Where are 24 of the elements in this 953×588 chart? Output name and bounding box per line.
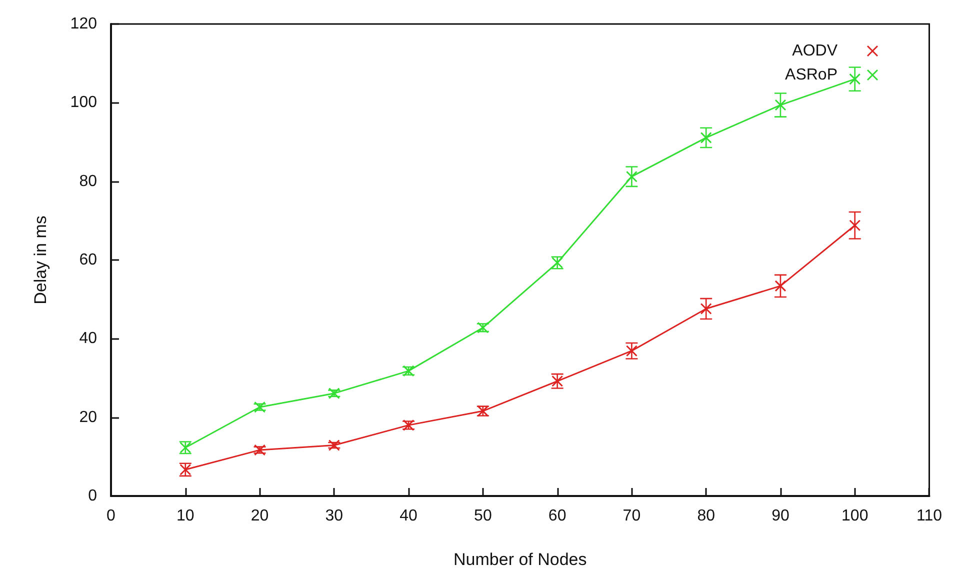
y-tick-label: 80	[79, 172, 98, 190]
x-tick-label: 30	[325, 508, 344, 524]
x-tick-label: 0	[106, 508, 116, 524]
y-tick-label: 20	[79, 408, 98, 426]
y-tick-label: 60	[79, 252, 98, 268]
x-tick-label: 10	[176, 508, 194, 524]
y-tick-label: 120	[70, 16, 98, 32]
x-tick-label: 20	[250, 508, 269, 524]
x-axis-title: Number of Nodes	[454, 550, 587, 569]
y-tick-label: 0	[88, 488, 98, 504]
x-tick-label: 70	[622, 508, 641, 524]
legend-label: ASRoP	[785, 66, 838, 84]
x-tick-label: 110	[916, 508, 942, 524]
x-tick-label: 40	[400, 508, 418, 524]
x-tick-label: 100	[842, 508, 868, 524]
y-tick-label: 100	[70, 94, 98, 112]
point	[328, 440, 341, 452]
x-tick-label: 50	[474, 508, 492, 524]
x-tick-label: 80	[697, 508, 716, 524]
y-tick-label: 40	[79, 330, 98, 348]
legend-label: AODV	[792, 42, 838, 60]
x-tick-label: 60	[548, 508, 566, 524]
y-axis-title: Delay in ms	[31, 216, 50, 304]
x-tick-label: 90	[772, 508, 790, 524]
